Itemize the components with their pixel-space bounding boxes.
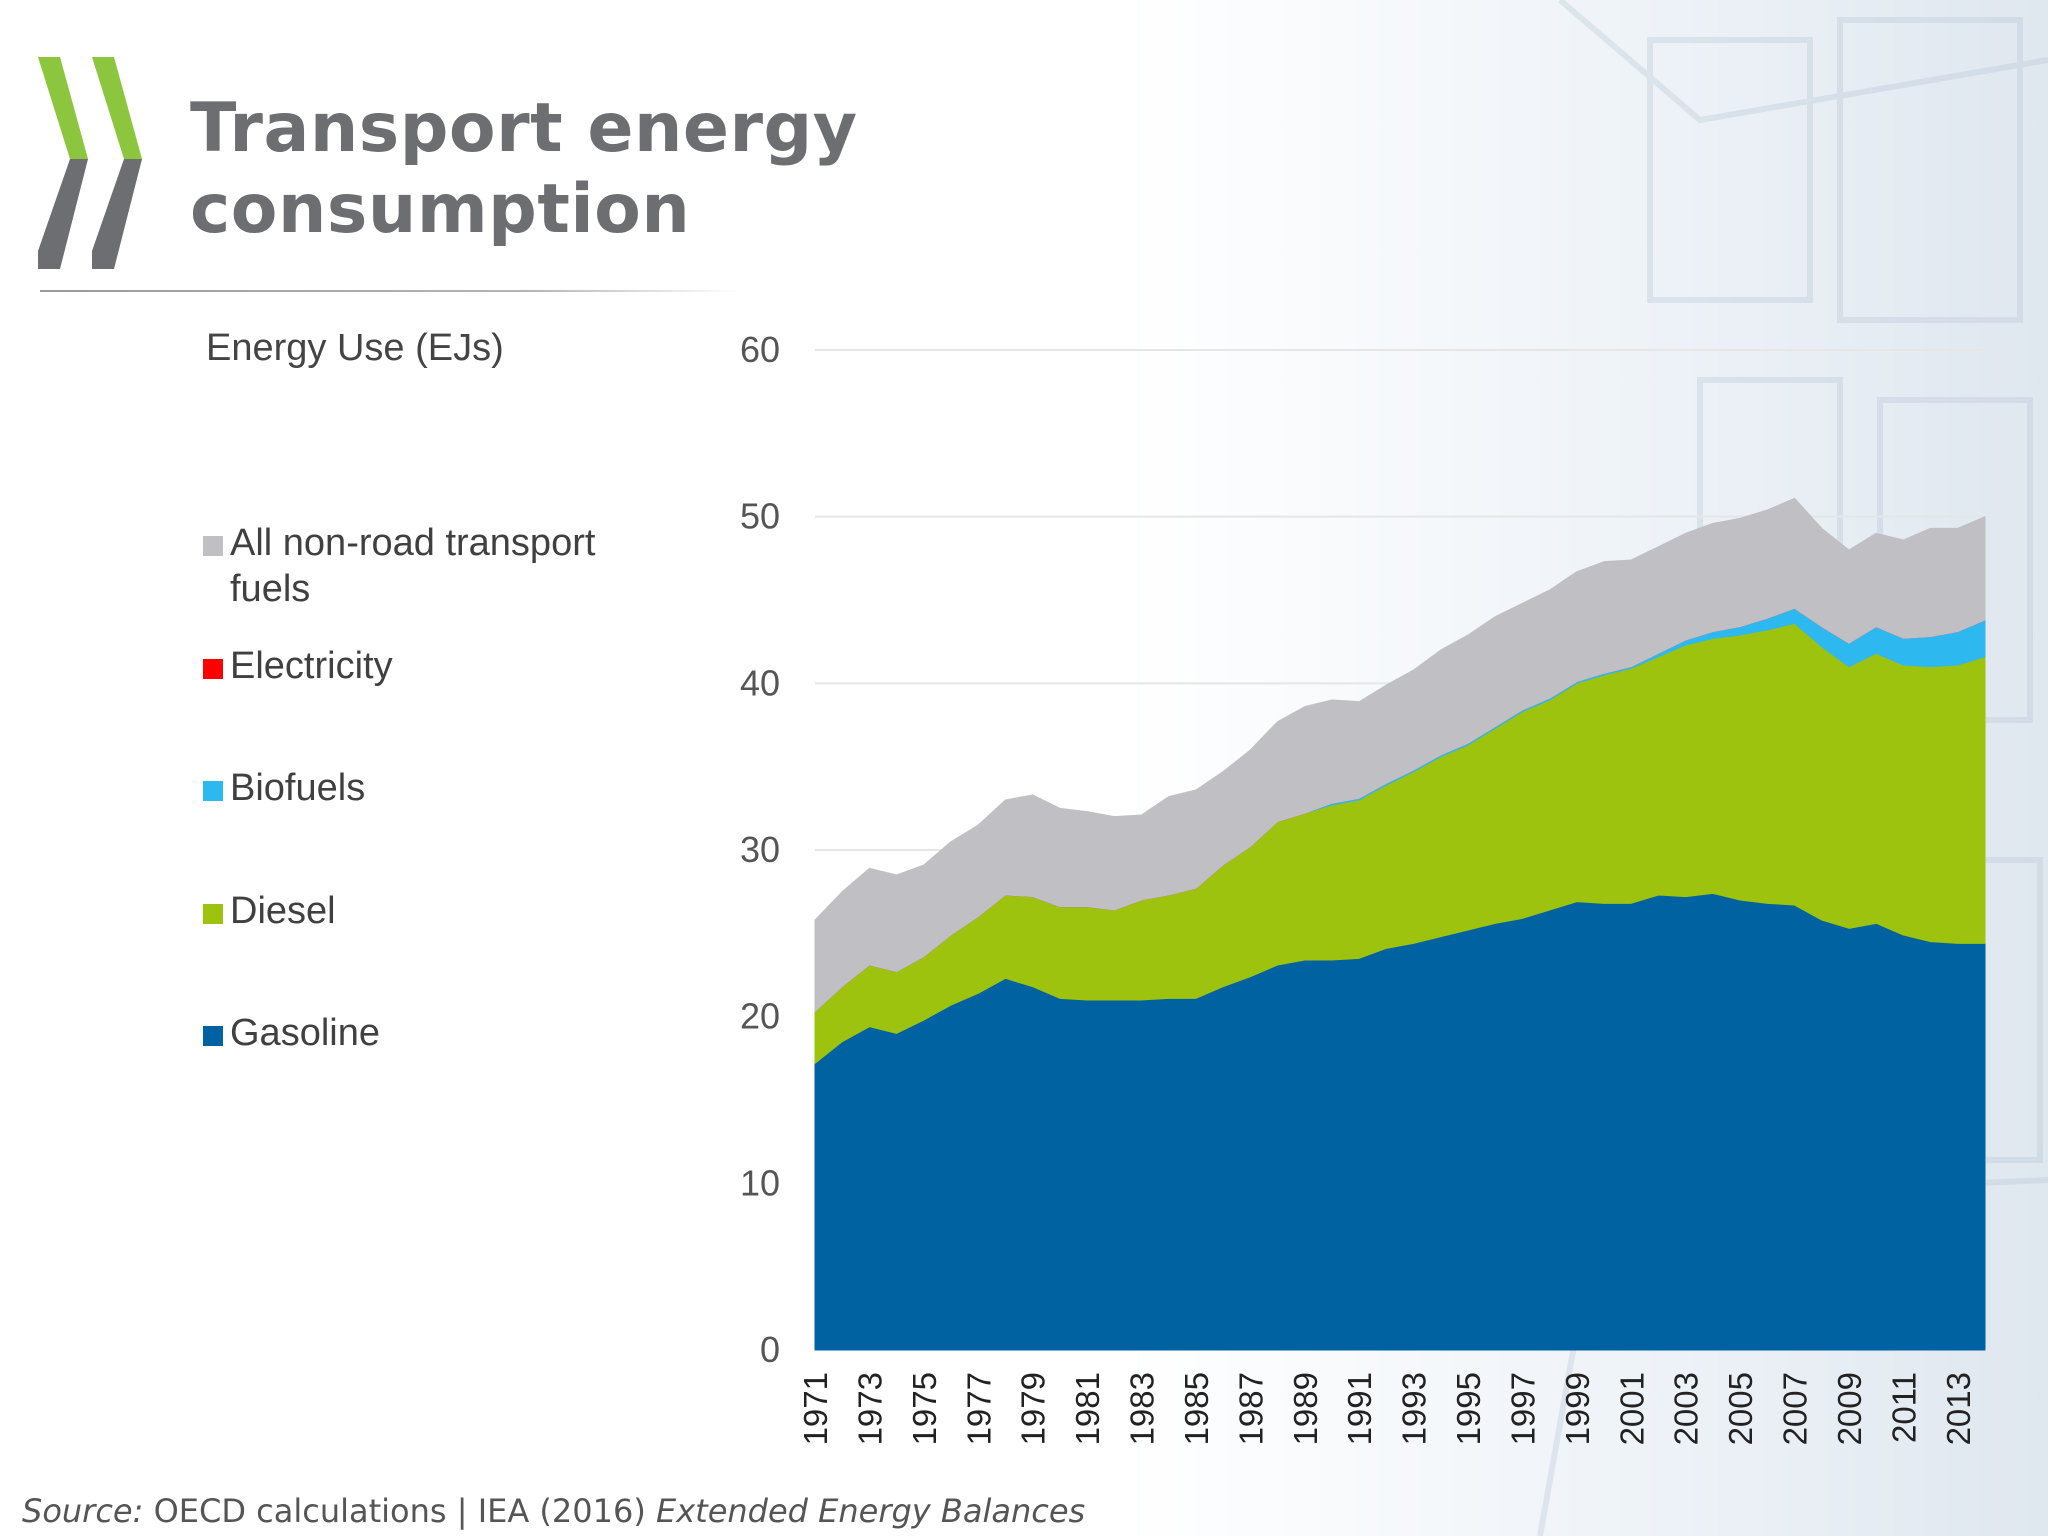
title-divider [40,290,740,292]
x-tick-label-1985: 1985 [1178,1372,1215,1445]
legend-label-diesel: Diesel [230,890,336,932]
y-tick-label-0: 0 [760,1329,780,1370]
x-tick-label-2011: 2011 [1885,1372,1922,1443]
legend-label-biofuels: Biofuels [230,767,366,809]
x-tick-label-1979: 1979 [1015,1372,1052,1445]
x-tick-label-1993: 1993 [1396,1372,1433,1445]
legend-label-gasoline: Gasoline [230,1012,380,1054]
x-tick-label-1997: 1997 [1504,1372,1541,1445]
y-axis-ticks: 0 10 20 30 40 50 60 [740,329,780,1370]
x-tick-label-1977: 1977 [960,1372,997,1445]
x-tick-label-2001: 2001 [1613,1372,1650,1445]
logo-right-chevron-green [92,57,142,159]
x-tick-label-2003: 2003 [1668,1372,1705,1445]
slide-title: Transport energy consumption [190,88,858,250]
x-tick-label-1987: 1987 [1232,1372,1269,1445]
x-tick-label-1989: 1989 [1287,1372,1324,1445]
oecd-logo [38,57,142,269]
x-tick-label-1991: 1991 [1341,1372,1378,1445]
legend-label-electricity: Electricity [230,645,393,687]
x-tick-label-1973: 1973 [851,1372,888,1445]
legend-swatch-biofuels [203,781,223,801]
x-tick-label-2005: 2005 [1722,1372,1759,1445]
y-tick-label-40: 40 [740,662,780,703]
x-tick-label-1983: 1983 [1124,1372,1161,1445]
source-prefix: Source: [22,1492,144,1530]
source-publication: Extended Energy Balances [655,1492,1086,1530]
y-tick-label-60: 60 [740,329,780,370]
logo-right-chevron-grey [92,159,142,269]
y-tick-label-20: 20 [740,996,780,1037]
source-note: Source: OECD calculations | IEA (2016) E… [22,1492,1085,1530]
legend-label-non-road: All non-road transport fuels [230,522,596,610]
x-tick-label-2007: 2007 [1777,1372,1814,1445]
x-tick-label-1975: 1975 [906,1372,943,1445]
legend-swatch-non-road [203,536,223,556]
slide-title-line-1: Transport energy [190,89,858,168]
x-tick-label-1995: 1995 [1450,1372,1487,1445]
slide-title-line-2: consumption [190,170,691,249]
legend-swatch-electricity [203,659,223,679]
source-text: OECD calculations | IEA (2016) [143,1492,656,1530]
y-tick-label-10: 10 [740,1162,780,1203]
y-tick-label-30: 30 [740,829,780,870]
x-tick-label-1999: 1999 [1559,1372,1596,1445]
x-tick-label-1981: 1981 [1069,1372,1106,1445]
legend-swatch-gasoline [203,1026,223,1046]
logo-left-chevron-green [38,57,88,159]
x-tick-label-1971: 1971 [797,1372,834,1445]
area-series [814,497,1986,1351]
x-axis-ticks: 1971 1973 1975 1977 1979 1981 1983 1985 1987 1989… [797,1372,1977,1445]
area-all-non-road-transport-fuels [814,497,1986,1013]
logo-left-chevron-grey [38,159,88,269]
x-tick-label-2009: 2009 [1831,1372,1868,1445]
unit-label: Energy Use (EJs) [206,327,504,369]
x-tick-label-2013: 2013 [1940,1372,1977,1445]
legend-swatch-diesel [203,904,223,924]
y-tick-label-50: 50 [740,496,780,537]
